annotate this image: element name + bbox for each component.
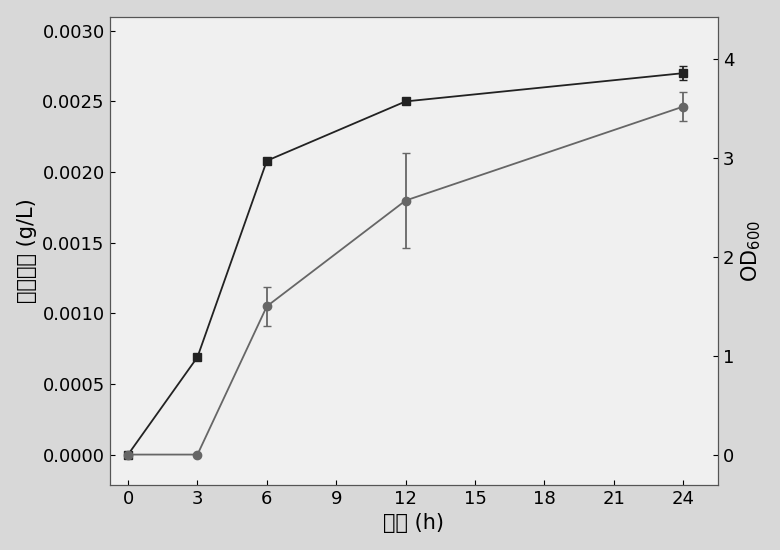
Y-axis label: 金合欢烯 (g/L): 金合欢烯 (g/L) bbox=[16, 199, 37, 303]
Y-axis label: OD$_{600}$: OD$_{600}$ bbox=[739, 220, 764, 282]
X-axis label: 时间 (h): 时间 (h) bbox=[383, 513, 444, 533]
